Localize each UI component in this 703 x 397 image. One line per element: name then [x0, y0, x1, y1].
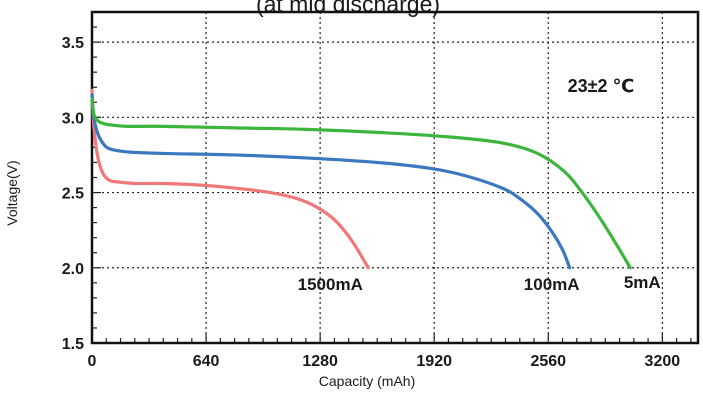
- series-label-5mA: 5mA: [624, 273, 661, 292]
- y-tick-label: 3.0: [62, 110, 84, 127]
- x-tick-label: 1280: [302, 353, 338, 370]
- y-tick-label: 1.5: [62, 336, 84, 353]
- x-tick-label: 2560: [530, 353, 566, 370]
- y-tick-label: 2.5: [62, 186, 84, 203]
- x-tick-label: 1920: [416, 353, 452, 370]
- series-label-100mA: 100mA: [524, 275, 580, 294]
- x-tick-label: 3200: [645, 353, 681, 370]
- series-line-5mA: [90, 97, 632, 270]
- series-line-100mA: [90, 93, 572, 270]
- y-tick-label: 3.5: [62, 35, 84, 52]
- series-line-1500mA: [90, 88, 370, 270]
- plot-area: [92, 12, 698, 343]
- chart-title: (at mid discharge): [256, 0, 440, 17]
- x-tick-label: 0: [88, 353, 97, 370]
- x-tick-label: 640: [193, 353, 220, 370]
- series-label-1500mA: 1500mA: [298, 275, 363, 294]
- x-axis-title: Capacity (mAh): [319, 373, 415, 389]
- y-axis-title: Voltage(V): [4, 160, 20, 225]
- temperature-annotation: 23±2 ℃: [568, 76, 635, 96]
- plot-frame: [90, 10, 700, 345]
- y-tick-label: 2.0: [62, 261, 84, 278]
